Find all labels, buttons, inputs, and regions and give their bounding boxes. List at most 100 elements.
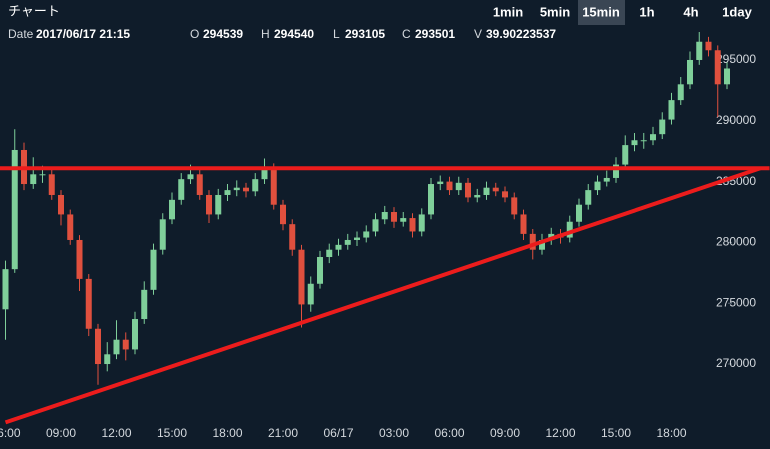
x-tick-label: 18:00 <box>212 426 242 440</box>
candle-body <box>566 221 573 238</box>
candle-body <box>363 231 370 238</box>
candle-body <box>187 174 194 180</box>
candle-body <box>224 190 231 195</box>
candle-body <box>196 174 203 195</box>
candle-body <box>233 187 240 191</box>
candle-body <box>585 190 592 205</box>
candle-body <box>640 140 647 142</box>
candle-body <box>659 119 666 135</box>
candle-body <box>2 269 9 310</box>
timeframe-button[interactable]: 15min <box>582 4 620 19</box>
x-tick-label: 15:00 <box>601 426 631 440</box>
candle-body <box>502 191 508 198</box>
candle-body <box>381 212 388 220</box>
candle-body <box>104 354 111 365</box>
candle-body <box>289 224 296 250</box>
x-tick-label: 06/17 <box>323 426 353 440</box>
candle-body <box>520 214 527 234</box>
candle-body <box>307 283 314 305</box>
candle-body <box>437 181 444 185</box>
candle-body <box>354 237 360 240</box>
x-tick-label: 03:00 <box>379 426 409 440</box>
candle-body <box>622 145 629 165</box>
candle-body <box>169 199 175 220</box>
info-label: H <box>261 27 270 41</box>
timeframe-button[interactable]: 1h <box>639 4 654 19</box>
candle-body <box>631 140 638 146</box>
y-tick-label: 275000 <box>716 295 756 309</box>
candle-body <box>576 204 582 222</box>
candle-body <box>280 204 286 225</box>
y-tick-label: 270000 <box>716 356 756 370</box>
y-tick-label: 295000 <box>716 52 756 66</box>
candle-body <box>539 239 545 250</box>
timeframe-button[interactable]: 1min <box>493 4 523 19</box>
candle-body <box>428 184 434 215</box>
selected-timeframe-bg <box>578 0 625 25</box>
candle-body <box>215 194 222 215</box>
info-label: C <box>402 27 411 41</box>
candle-body <box>141 289 148 320</box>
candle-body <box>409 218 416 232</box>
candle-body <box>492 187 499 192</box>
info-label: O <box>190 27 199 41</box>
x-tick-label: 21:00 <box>268 426 298 440</box>
x-tick-label: 06:00 <box>434 426 464 440</box>
candle-body <box>95 328 101 365</box>
candle-body <box>455 182 462 191</box>
candle-body <box>159 219 166 250</box>
candle-body <box>613 164 619 178</box>
candle-body <box>372 219 379 232</box>
candle-body <box>714 50 721 85</box>
candle-body <box>483 187 490 195</box>
candle-body <box>243 187 249 192</box>
candle-body <box>150 249 157 290</box>
x-tick-label: 06:00 <box>0 426 21 440</box>
candle-body <box>298 249 305 305</box>
trend-line <box>4 166 761 425</box>
candle-body <box>391 212 397 222</box>
candle-body <box>446 181 453 191</box>
candle-body <box>30 174 37 185</box>
x-tick-label: 09:00 <box>490 426 520 440</box>
candle-body <box>474 194 481 198</box>
x-tick-label: 15:00 <box>157 426 187 440</box>
candle-body <box>252 179 259 192</box>
candle-body <box>668 100 675 120</box>
candle-body <box>122 339 129 350</box>
y-tick-label: 285000 <box>716 174 756 188</box>
candle-body <box>317 257 323 284</box>
candle-body <box>418 214 425 232</box>
candle-body <box>67 214 74 240</box>
timeframe-button[interactable]: 4h <box>683 4 698 19</box>
candle-body <box>594 181 601 191</box>
timeframe-button[interactable]: 1day <box>722 4 752 19</box>
candle-body <box>206 194 212 215</box>
candle-body <box>132 319 138 350</box>
candle-body <box>603 177 610 182</box>
info-label: V <box>474 27 482 41</box>
info-label: L <box>333 27 340 41</box>
candle-body <box>48 174 55 195</box>
candle-body <box>696 41 703 60</box>
candle-body <box>511 197 518 215</box>
info-label: Date <box>8 27 34 41</box>
candle-body <box>344 239 351 245</box>
candle-body <box>261 168 268 180</box>
candle-body <box>687 59 693 85</box>
info-value: 293105 <box>345 27 385 41</box>
timeframe-button[interactable]: 5min <box>540 4 570 19</box>
page-title: チャート <box>8 3 60 18</box>
candle-body <box>677 84 684 101</box>
info-value: 294539 <box>203 27 243 41</box>
candle-body <box>270 168 277 205</box>
candle-body <box>529 233 536 250</box>
y-tick-label: 290000 <box>716 113 756 127</box>
candle-body <box>400 218 407 222</box>
info-value: 294540 <box>274 27 314 41</box>
info-value: 39.90223537 <box>486 27 556 41</box>
candle-body <box>465 182 471 198</box>
candle-body <box>335 244 342 250</box>
